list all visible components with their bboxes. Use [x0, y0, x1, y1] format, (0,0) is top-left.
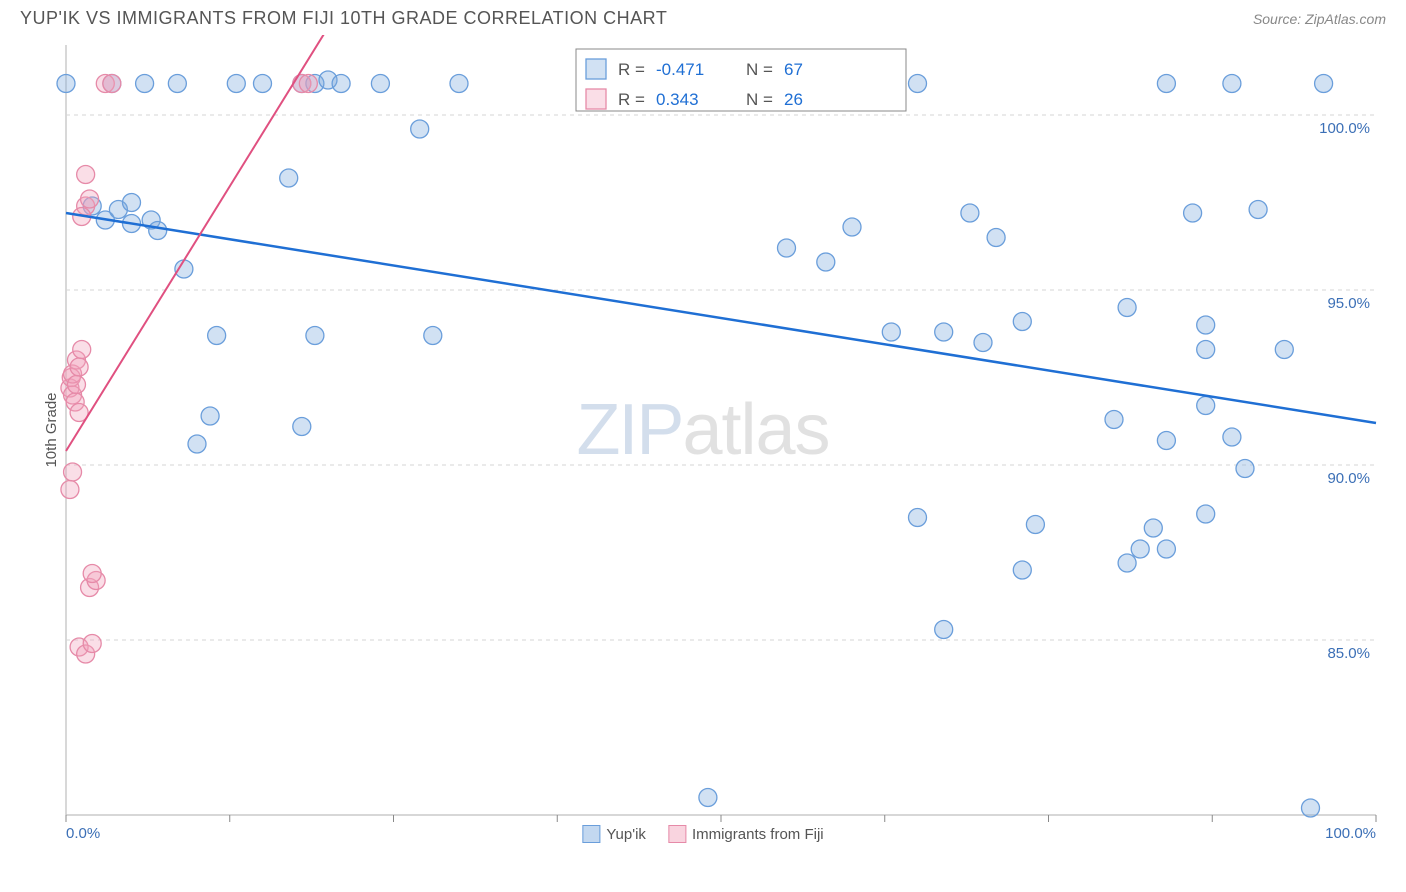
svg-text:N =: N = [746, 60, 773, 79]
svg-text:85.0%: 85.0% [1327, 645, 1370, 662]
svg-text:100.0%: 100.0% [1319, 120, 1370, 137]
legend-item-yupik: Yup'ik [582, 825, 646, 843]
chart-title: YUP'IK VS IMMIGRANTS FROM FIJI 10TH GRAD… [20, 8, 667, 29]
svg-text:0.343: 0.343 [656, 90, 699, 109]
svg-text:-0.471: -0.471 [656, 60, 704, 79]
svg-text:R =: R = [618, 90, 645, 109]
svg-text:67: 67 [784, 60, 803, 79]
legend-item-fiji: Immigrants from Fiji [668, 825, 824, 843]
svg-text:R =: R = [618, 60, 645, 79]
source-label: Source: ZipAtlas.com [1253, 11, 1386, 27]
legend-label-fiji: Immigrants from Fiji [692, 826, 824, 843]
x-axis-labels: 0.0% Yup'ik Immigrants from Fiji 100.0% [20, 825, 1386, 847]
scatter-chart: 85.0% 90.0% 95.0% 100.0% R = -0.471 N = 67 R = 0.… [20, 35, 1386, 825]
y-axis-label: 10th Grade [43, 392, 60, 467]
legend-swatch-yupik [582, 825, 600, 843]
legend-swatch-fiji [668, 825, 686, 843]
svg-text:N =: N = [746, 90, 773, 109]
svg-text:95.0%: 95.0% [1327, 295, 1370, 312]
x-min-label: 0.0% [66, 825, 100, 842]
x-max-label: 100.0% [1325, 825, 1376, 842]
svg-text:26: 26 [784, 90, 803, 109]
svg-text:90.0%: 90.0% [1327, 470, 1370, 487]
legend-label-yupik: Yup'ik [606, 826, 646, 843]
chart-area: 10th Grade 85.0% 90.0% 95.0% 100.0% R = -0.47… [20, 35, 1386, 825]
bottom-legend: Yup'ik Immigrants from Fiji [582, 825, 823, 843]
